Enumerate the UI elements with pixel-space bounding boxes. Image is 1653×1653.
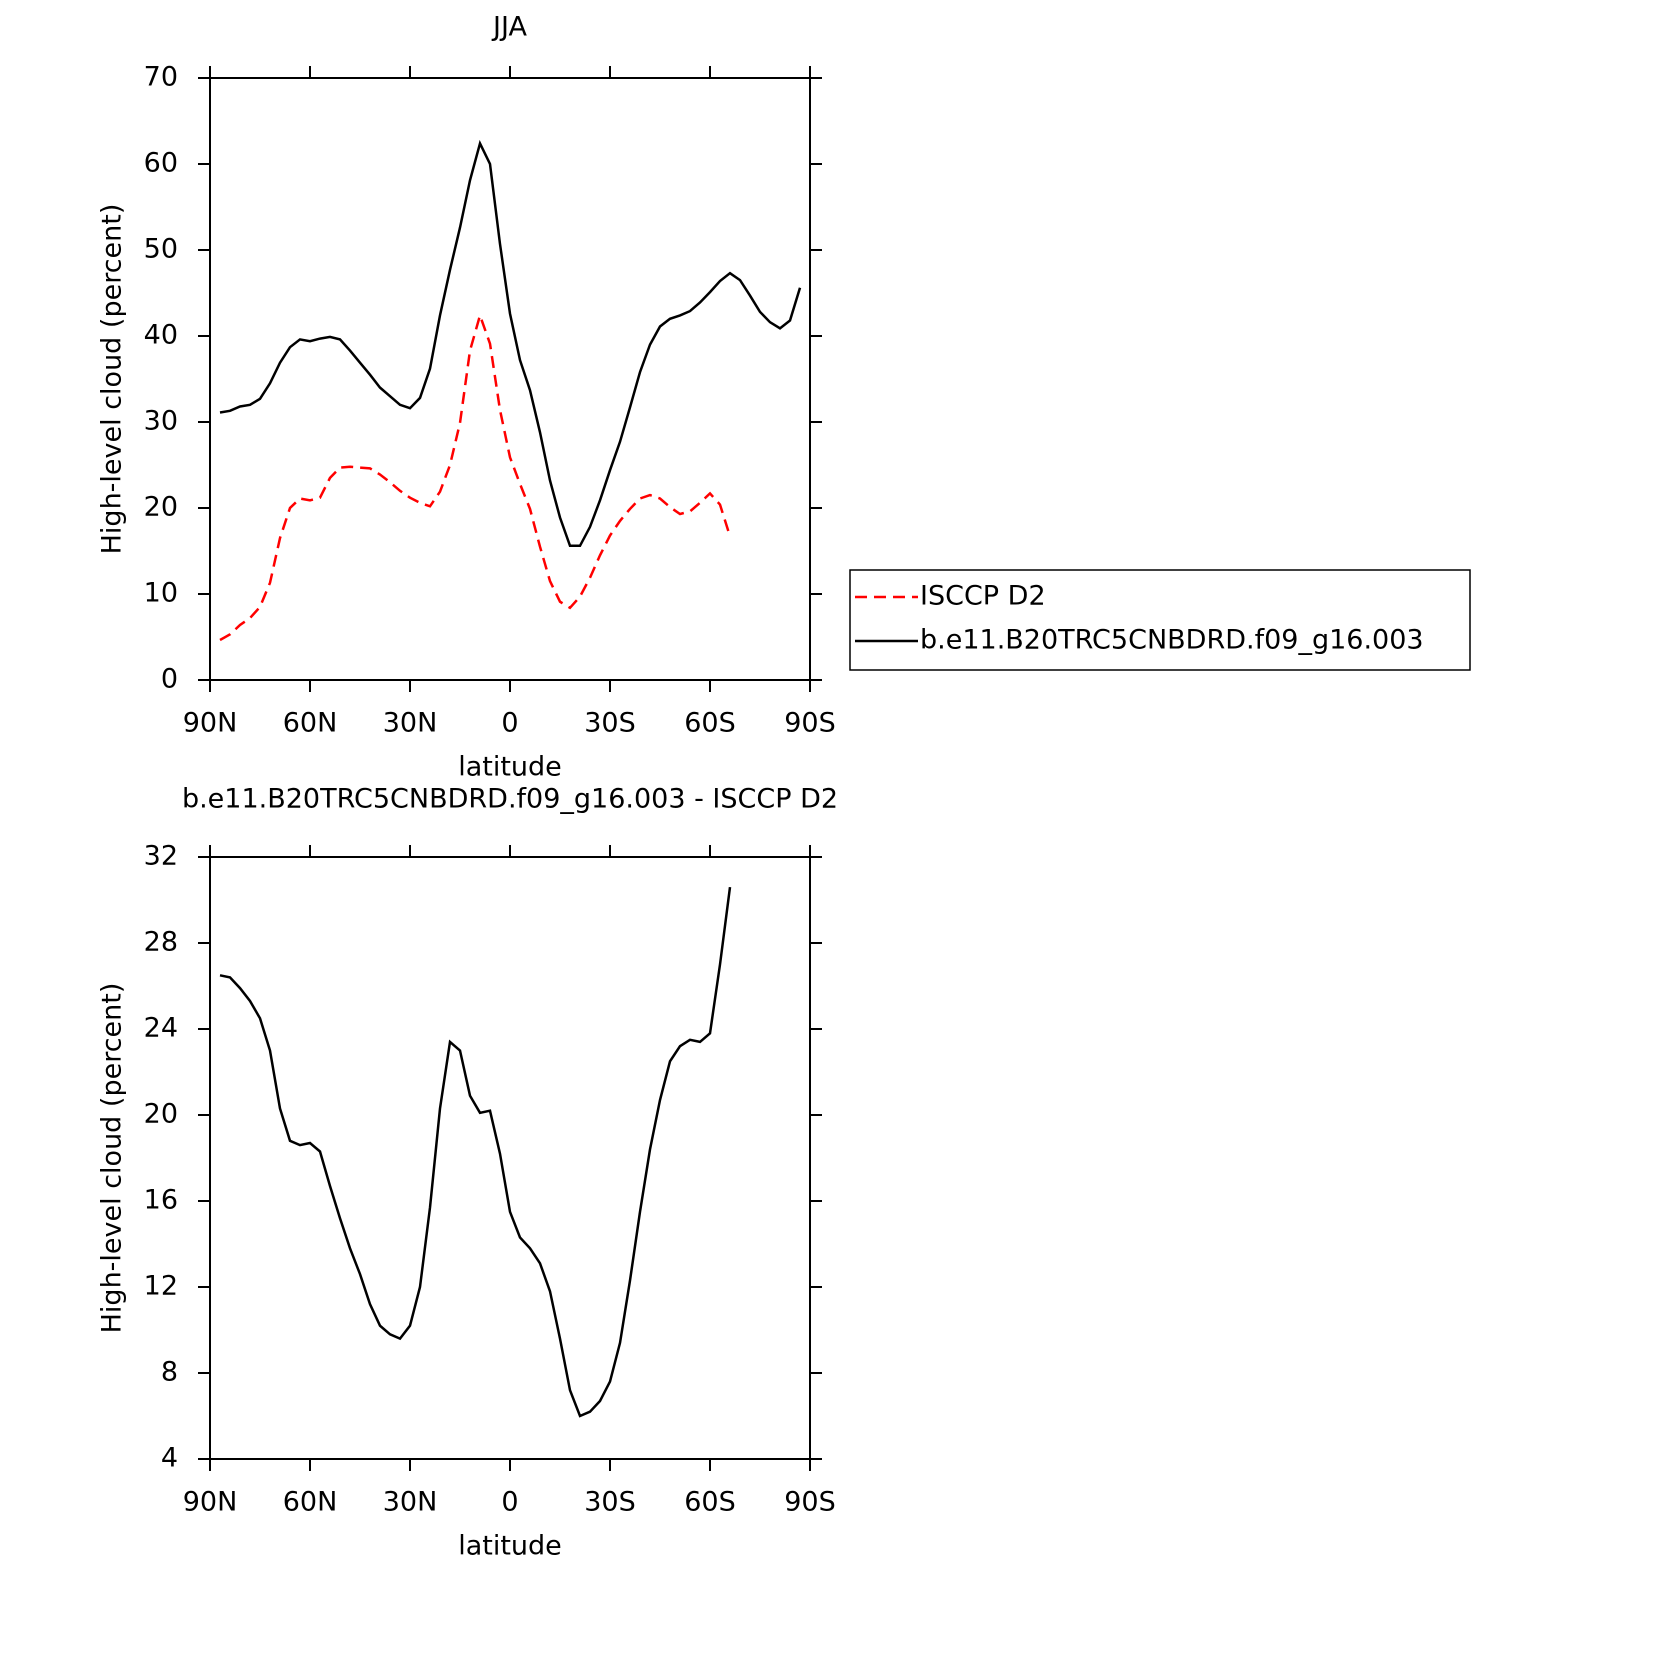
legend-label: b.e11.B20TRC5CNBDRD.f09_g16.003 bbox=[920, 625, 1424, 656]
y-axis-label: High-level cloud (percent) bbox=[97, 983, 128, 1334]
chart-title: JJA bbox=[491, 12, 527, 43]
legend-label: ISCCP D2 bbox=[920, 581, 1046, 612]
plot-frame bbox=[209, 77, 811, 681]
y-tick-label: 12 bbox=[144, 1271, 178, 1302]
legend-box bbox=[849, 569, 1471, 671]
y-tick-label: 50 bbox=[144, 234, 178, 265]
chart-title: b.e11.B20TRC5CNBDRD.f09_g16.003 - ISCCP … bbox=[182, 784, 838, 815]
x-tick-label: 90S bbox=[784, 1487, 836, 1518]
y-tick-label: 20 bbox=[144, 492, 178, 523]
y-tick-label: 60 bbox=[144, 148, 178, 179]
y-tick-label: 40 bbox=[144, 320, 178, 351]
x-axis-label: latitude bbox=[458, 1531, 562, 1562]
x-tick-label: 90N bbox=[183, 708, 238, 739]
y-axis-label: High-level cloud (percent) bbox=[97, 204, 128, 555]
y-tick-label: 16 bbox=[144, 1185, 178, 1216]
y-tick-label: 24 bbox=[144, 1013, 178, 1044]
data-line bbox=[219, 886, 732, 1418]
x-tick-label: 30S bbox=[584, 708, 636, 739]
y-tick-label: 70 bbox=[144, 62, 178, 93]
x-tick-label: 60S bbox=[684, 708, 736, 739]
y-tick-label: 10 bbox=[144, 578, 178, 609]
y-tick-label: 8 bbox=[161, 1357, 178, 1388]
x-tick-label: 60N bbox=[283, 708, 338, 739]
y-tick-label: 30 bbox=[144, 406, 178, 437]
plot-frame bbox=[209, 856, 811, 1460]
data-line bbox=[219, 311, 732, 642]
x-tick-label: 0 bbox=[501, 1487, 518, 1518]
y-tick-label: 20 bbox=[144, 1099, 178, 1130]
y-tick-label: 0 bbox=[161, 664, 178, 695]
x-tick-label: 0 bbox=[501, 708, 518, 739]
x-tick-label: 60N bbox=[283, 1487, 338, 1518]
x-tick-label: 30S bbox=[584, 1487, 636, 1518]
y-tick-label: 28 bbox=[144, 927, 178, 958]
x-tick-label: 30N bbox=[383, 708, 438, 739]
data-line bbox=[219, 139, 802, 548]
x-tick-label: 30N bbox=[383, 1487, 438, 1518]
x-axis-label: latitude bbox=[458, 752, 562, 783]
x-tick-label: 90N bbox=[183, 1487, 238, 1518]
x-tick-label: 60S bbox=[684, 1487, 736, 1518]
x-tick-label: 90S bbox=[784, 708, 836, 739]
y-tick-label: 4 bbox=[161, 1443, 178, 1474]
y-tick-label: 32 bbox=[144, 841, 178, 872]
